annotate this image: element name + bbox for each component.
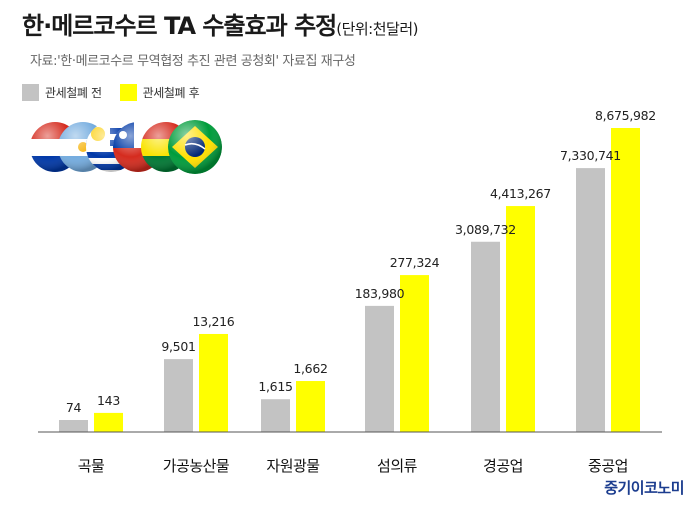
value-label-before-1: 9,501 [161, 339, 195, 354]
legend-swatch-after [119, 84, 137, 101]
bar-before-0 [59, 420, 88, 432]
bar-before-4 [471, 241, 500, 432]
bar-after-4 [506, 206, 535, 432]
value-label-after-2: 1,662 [293, 361, 327, 376]
legend-label-before: 관세철폐 전 [45, 86, 102, 100]
category-labels-layer: 곡물 가공농산물 자원광물 섬의류 경공업 중공업 [78, 457, 629, 475]
bar-after-3 [400, 275, 429, 432]
value-label-before-4: 3,089,732 [455, 222, 516, 237]
legend: 관세철폐 전 관세철폐 후 [22, 84, 217, 101]
value-label-after-0: 143 [97, 393, 120, 408]
bar-after-5 [611, 128, 640, 432]
bar-before-3 [365, 305, 394, 432]
bar-before-5 [576, 168, 605, 433]
source-note: 자료:'한·메르코수르 무역협정 추진 관련 공청회' 자료집 재구성 [30, 54, 356, 69]
value-label-before-5: 7,330,741 [560, 148, 621, 163]
value-label-after-4: 4,413,267 [490, 186, 551, 201]
value-label-before-0: 74 [66, 400, 82, 415]
unit-label: (단위:천달러) [336, 20, 418, 38]
bars-layer [59, 128, 640, 433]
legend-item-before: 관세철폐 전 [22, 84, 102, 101]
value-label-after-3: 277,324 [390, 255, 440, 270]
category-label-0: 곡물 [78, 457, 105, 475]
bar-before-1 [164, 359, 193, 432]
value-label-after-1: 13,216 [193, 314, 235, 329]
value-label-before-3: 183,980 [355, 286, 405, 301]
category-label-3: 섬의류 [377, 457, 418, 475]
category-label-5: 중공업 [588, 457, 628, 475]
category-label-4: 경공업 [483, 457, 523, 475]
legend-item-after: 관세철폐 후 [119, 84, 200, 101]
mercosur-flags [30, 120, 222, 174]
chart-title: 한·메르코수르 TA 수출효과 추정(단위:천달러) [22, 12, 418, 40]
bar-before-2 [261, 399, 290, 432]
bar-after-0 [94, 412, 123, 432]
brazil-flag-icon [168, 120, 222, 174]
legend-swatch-before [22, 84, 39, 101]
legend-label-after: 관세철폐 후 [142, 86, 200, 100]
value-label-after-5: 8,675,982 [595, 108, 656, 123]
category-label-1: 가공농산물 [163, 457, 230, 475]
bar-after-1 [199, 333, 228, 432]
category-label-2: 자원광물 [266, 457, 319, 475]
value-label-before-2: 1,615 [258, 379, 292, 394]
brand-logo-text: 중기이코노미 [604, 479, 684, 497]
bar-after-2 [296, 381, 325, 432]
